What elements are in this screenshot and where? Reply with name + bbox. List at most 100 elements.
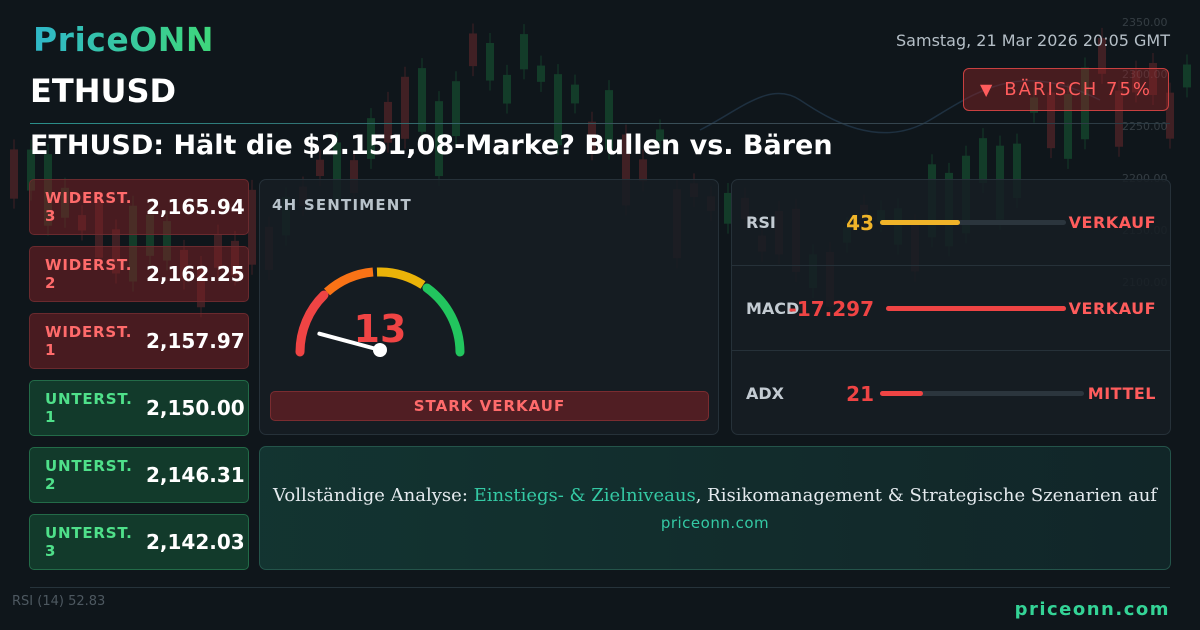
symbol-title: ETHUSD — [30, 72, 177, 110]
sentiment-score: 13 — [354, 307, 407, 351]
footer-url[interactable]: priceonn.com — [1014, 599, 1170, 620]
background-candle — [605, 90, 613, 150]
background-candle — [452, 81, 460, 137]
background-candle — [401, 76, 409, 139]
indicators-panel: RSI 43 VERKAUF MACD -17.297 VERKAUF ADX … — [731, 179, 1171, 435]
cta-highlight: Einstiegs- & Zielniveaus — [473, 485, 696, 506]
background-candle — [316, 159, 324, 177]
background-candle — [639, 159, 647, 182]
background-candle — [333, 142, 341, 201]
indicator-row-adx: ADX 21 MITTEL — [732, 350, 1170, 436]
background-candle — [129, 205, 137, 282]
background-candle — [503, 74, 511, 104]
indicator-signal: VERKAUF — [1068, 299, 1156, 318]
bias-label: BÄRISCH 75% — [1004, 79, 1153, 100]
background-candle — [418, 68, 426, 132]
indicator-value: -17.297 — [788, 296, 874, 321]
background-candle — [248, 189, 256, 265]
level-value: 2,150.00 — [146, 396, 245, 420]
sentiment-gauge: 13 — [295, 267, 465, 357]
background-candle — [163, 221, 171, 261]
background-candle — [622, 134, 630, 206]
level-support-1: UNTERST. 1 2,150.00 — [29, 380, 249, 436]
header-divider — [30, 123, 1170, 124]
background-candle — [571, 84, 579, 104]
level-label: WIDERST. 3 — [45, 189, 133, 225]
sentiment-title: 4H SENTIMENT — [272, 196, 412, 214]
background-candle — [10, 149, 18, 199]
level-label: WIDERST. 1 — [45, 323, 133, 359]
level-value: 2,165.94 — [146, 195, 245, 219]
rsi-value-text: 52.83 — [68, 594, 106, 609]
level-value: 2,157.97 — [146, 329, 245, 353]
background-candle — [1166, 92, 1174, 139]
background-axis-label: 2250.00 — [1122, 120, 1168, 133]
background-candle — [435, 101, 443, 177]
level-value: 2,142.03 — [146, 530, 245, 554]
headline: ETHUSD: Hält die $2.151,08-Marke? Bullen… — [30, 130, 833, 161]
indicator-row-rsi: RSI 43 VERKAUF — [732, 180, 1170, 265]
background-candle — [1064, 94, 1072, 159]
background-candle — [1115, 90, 1123, 147]
background-candle — [588, 121, 596, 151]
level-support-2: UNTERST. 2 2,146.31 — [29, 447, 249, 503]
background-candle — [146, 214, 154, 256]
cta-link[interactable]: priceonn.com — [660, 514, 770, 532]
bias-badge: ▼ BÄRISCH 75% — [963, 68, 1169, 111]
level-resistance-2: WIDERST. 2 2,162.25 — [29, 246, 249, 302]
gauge-needle — [317, 331, 382, 352]
level-resistance-3: WIDERST. 3 2,165.94 — [29, 179, 249, 235]
background-candle — [1132, 70, 1140, 93]
indicator-row-macd: MACD -17.297 VERKAUF — [732, 265, 1170, 351]
rsi-period-text: (14) — [37, 594, 64, 609]
background-candle — [1030, 97, 1038, 113]
background-candle — [979, 138, 987, 184]
background-candle — [656, 129, 664, 141]
triangle-down-icon: ▼ — [979, 80, 995, 99]
indicator-name: ADX — [746, 384, 784, 403]
indicator-name: MACD — [746, 299, 800, 318]
cta-panel[interactable]: Vollständige Analyse: Einstiegs- & Zieln… — [259, 446, 1171, 570]
indicator-signal: MITTEL — [1087, 384, 1156, 403]
indicator-name: RSI — [746, 213, 776, 232]
background-rsi-label: RSI (14) 52.83 — [12, 594, 105, 609]
background-candle — [537, 65, 545, 82]
background-candle — [367, 118, 375, 159]
indicator-bar-fill — [886, 306, 1066, 311]
indicator-value: 21 — [846, 381, 874, 406]
background-candle — [350, 160, 358, 193]
cta-text-before: Vollständige Analyse: — [273, 485, 474, 506]
background-candle — [554, 74, 562, 146]
background-candle — [27, 149, 35, 191]
level-label: UNTERST. 1 — [45, 390, 133, 426]
background-candle — [1098, 37, 1106, 74]
indicator-bar — [886, 306, 1066, 311]
background-axis-label: 2350.00 — [1122, 16, 1168, 29]
level-label: WIDERST. 2 — [45, 256, 133, 292]
level-value: 2,162.25 — [146, 262, 245, 286]
indicator-bar — [880, 220, 1066, 225]
background-candle — [384, 101, 392, 143]
rsi-label-text: RSI — [12, 594, 34, 609]
background-candle — [1047, 92, 1055, 149]
background-candle — [724, 192, 732, 224]
level-support-3: UNTERST. 3 2,142.03 — [29, 514, 249, 570]
indicator-bar-fill — [880, 391, 923, 396]
background-axis-label: 2300.00 — [1122, 68, 1168, 81]
background-candle — [1081, 67, 1089, 140]
background-candle — [1149, 62, 1157, 96]
brand-logo: PriceONN — [33, 20, 215, 59]
indicator-bar — [880, 391, 1084, 396]
background-candle — [469, 33, 477, 67]
level-label: UNTERST. 3 — [45, 524, 133, 560]
background-candle — [1183, 64, 1191, 88]
cta-text-after: , Risikomanagement & Strategische Szenar… — [695, 485, 1157, 506]
cta-text: Vollständige Analyse: Einstiegs- & Zieln… — [260, 485, 1170, 506]
gauge-pivot — [373, 343, 387, 357]
background-candle — [486, 43, 494, 81]
indicator-value: 43 — [846, 210, 874, 235]
level-resistance-1: WIDERST. 1 2,157.97 — [29, 313, 249, 369]
datetime-label: Samstag, 21 Mar 2026 20:05 GMT — [896, 31, 1170, 50]
indicator-bar-fill — [880, 220, 960, 225]
level-label: UNTERST. 2 — [45, 457, 133, 493]
